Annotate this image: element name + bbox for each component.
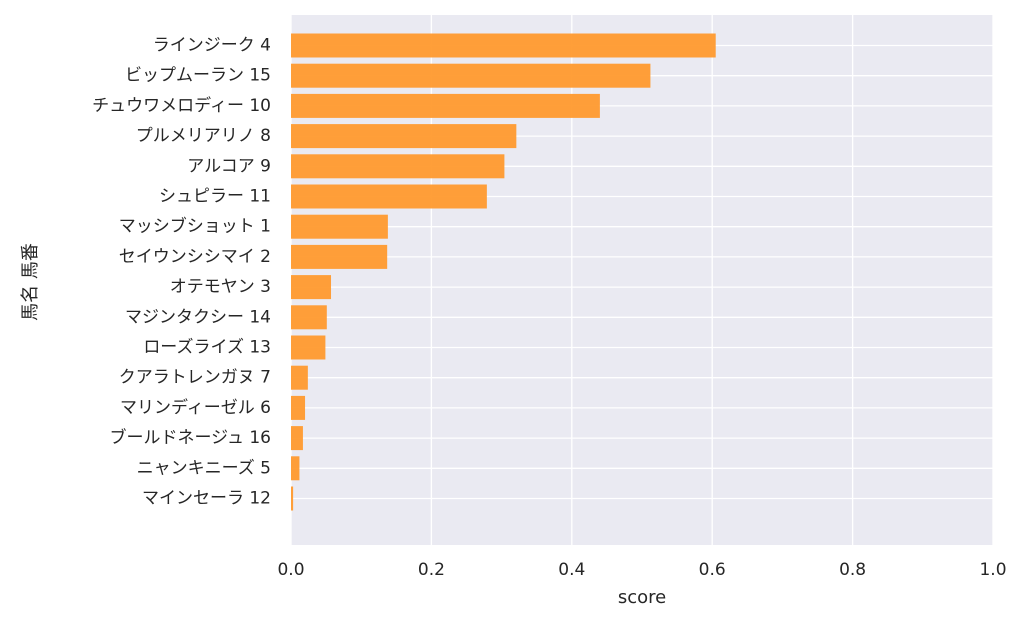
y-tick-label: マッシブショット 1 [119,216,271,237]
x-tick-label: 1.0 [979,560,1006,580]
y-tick-label: ラインジーク 4 [153,36,271,56]
y-tick-label: マジンタクシー 14 [125,307,271,327]
y-tick-label: マインセーラ 12 [142,489,271,509]
x-tick-label: 0.4 [558,560,585,580]
bar [291,486,294,511]
bar [291,365,308,390]
bar [291,244,388,269]
y-axis-title: 馬名 馬番 [20,243,41,321]
bar [291,63,651,88]
bar [291,456,300,481]
bar [291,305,327,330]
bar [291,93,600,118]
bar [291,33,716,58]
y-tick-label: オテモヤン 3 [170,277,271,297]
y-tick-label: クアラトレンガヌ 7 [119,368,271,388]
y-tick-label: マリンディーゼル 6 [120,397,271,418]
y-tick-label: プルメリアリノ 8 [136,126,271,146]
bar [291,335,326,360]
x-tick-label: 0.2 [418,560,445,580]
x-tick-labels: 0.0 0.2 0.4 0.6 0.8 1.0 [277,560,1006,580]
y-tick-labels: ラインジーク 4 ビップムーラン 15 チュウワメロディー 10 プルメリアリノ 8 ア… [92,36,271,509]
y-tick-label: ローズライズ 13 [143,338,271,358]
y-tick-label: ニャンキニーズ 5 [137,458,271,478]
bars [291,33,716,511]
y-tick-label: セイウンシシマイ 2 [119,247,271,267]
y-tick-label: ブールドネージュ 16 [109,427,271,448]
y-tick-label: チュウワメロディー 10 [92,95,271,116]
x-tick-label: 0.6 [699,560,726,580]
x-axis-title: score [618,587,666,608]
x-tick-label: 0.0 [277,560,304,580]
bar [291,275,332,300]
bar [291,214,388,239]
y-tick-label: ビップムーラン 15 [125,66,271,86]
bar [291,426,303,451]
y-tick-label: アルコア 9 [187,156,271,176]
bar [291,395,306,420]
bar [291,124,517,149]
y-tick-label: シュピラー 11 [159,187,271,207]
bar [291,154,505,179]
x-tick-label: 0.8 [839,560,866,580]
bar [291,184,487,209]
